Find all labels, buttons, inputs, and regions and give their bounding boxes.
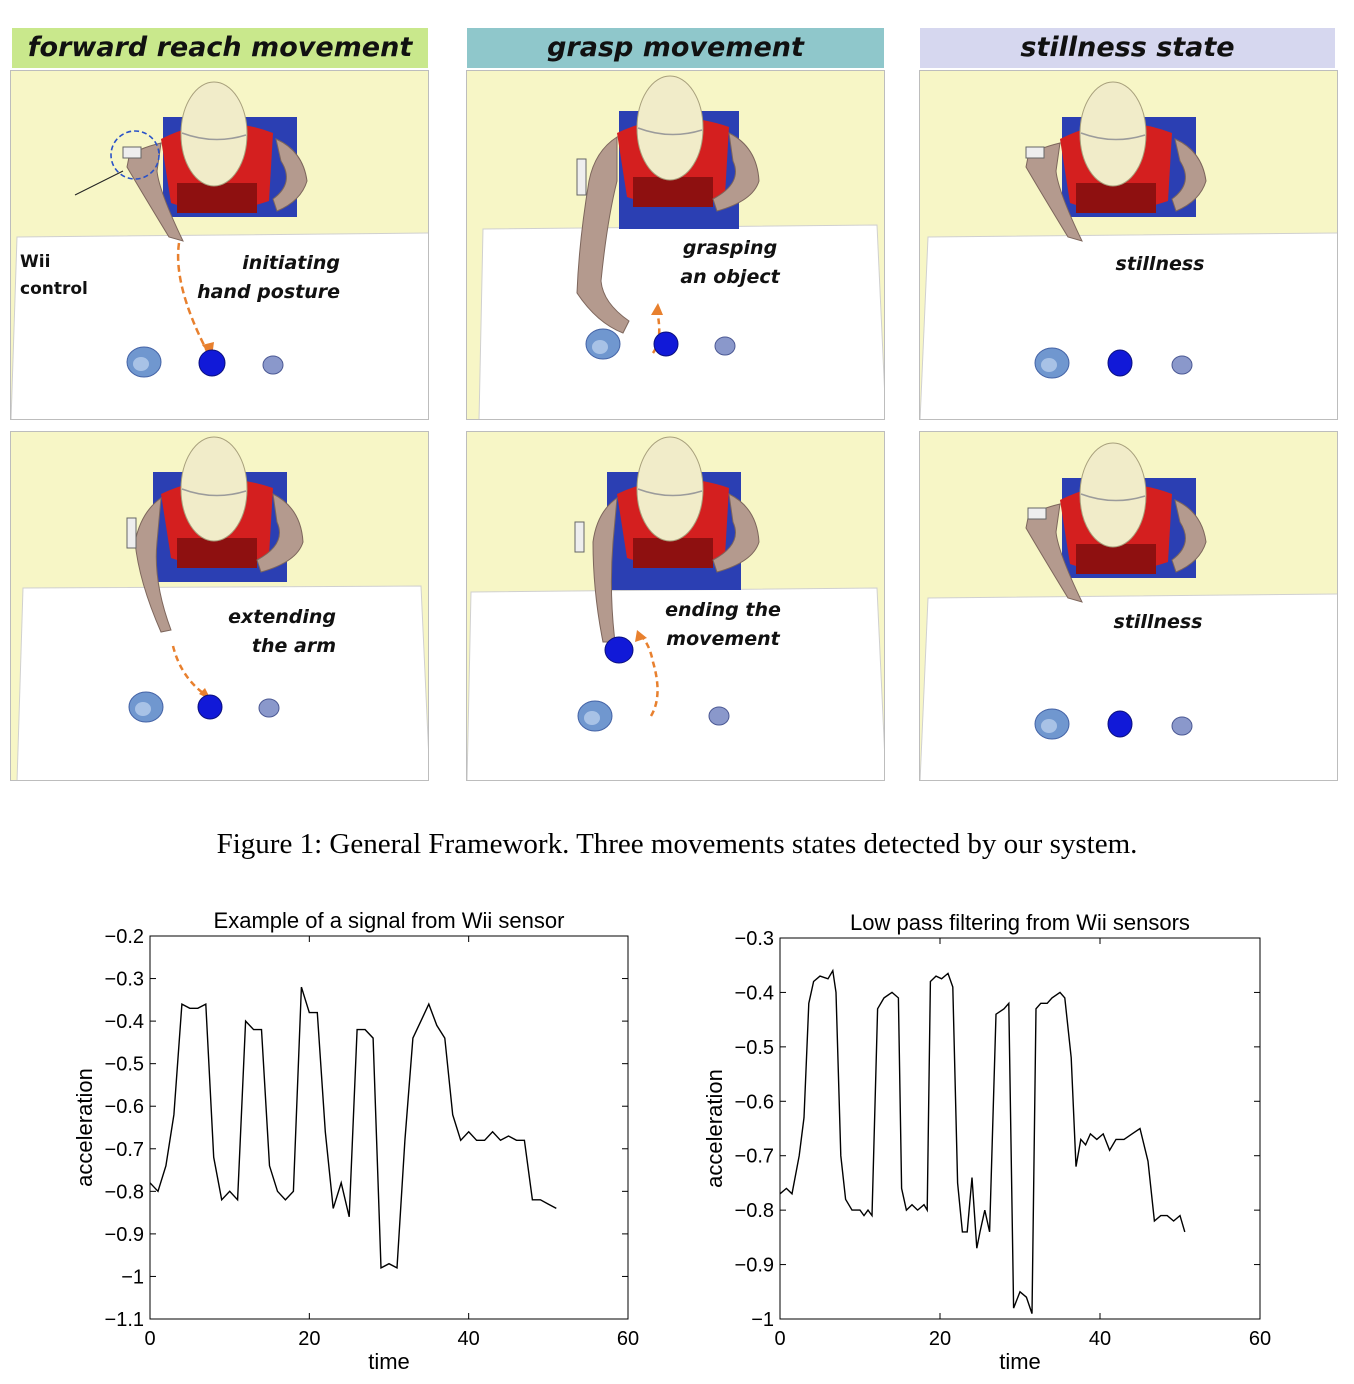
y-tick-label: −1 [121, 1266, 144, 1288]
chart-raw-signal: Example of a signal from Wii sensor −0.2 −… [60, 900, 660, 1380]
scene-illustration [467, 432, 884, 780]
y-tick-label: −0.6 [735, 1091, 774, 1113]
y-tick-label: −0.7 [735, 1146, 774, 1168]
y-tick-label: −0.6 [105, 1096, 144, 1118]
annotation-line: Wii [20, 252, 51, 272]
x-tick-label: 0 [774, 1328, 785, 1350]
column-header-forward-reach: forward reach movement [12, 28, 428, 68]
label-line: movement [666, 628, 780, 650]
panel-label: stillness [1080, 250, 1240, 279]
scene-illustration [920, 432, 1337, 780]
plot-frame [149, 935, 629, 1320]
plot-frame [779, 937, 1261, 1320]
annotation-line: control [20, 279, 88, 299]
x-tick-label: 20 [298, 1328, 320, 1350]
scene-illustration [467, 71, 884, 419]
label-line: initiating [242, 252, 340, 274]
panel-ending-the-movement: ending the movement [466, 431, 885, 781]
y-axis-label: acceleration [72, 1068, 97, 1187]
y-axis-label: acceleration [702, 1069, 727, 1188]
panel-grasping-an-object: grasping an object [466, 70, 885, 420]
series-line [779, 968, 1186, 1314]
chart-title: Example of a signal from Wii sensor [214, 908, 565, 933]
panel-stillness-bottom: stillness [919, 431, 1338, 781]
y-tick-label: −1 [751, 1309, 774, 1331]
x-tick-label: 40 [458, 1328, 480, 1350]
column-title: stillness state [1020, 32, 1235, 63]
x-tick-label: 20 [929, 1328, 951, 1350]
label-line: hand posture [197, 281, 340, 303]
y-tick-label: −0.8 [735, 1200, 774, 1222]
panel-stillness-top: stillness [919, 70, 1338, 420]
series-line [149, 986, 557, 1270]
chart-title: Low pass filtering from Wii sensors [850, 910, 1190, 935]
label-line: stillness [1113, 611, 1203, 633]
x-tick-label: 0 [144, 1328, 155, 1350]
scene-illustration [11, 432, 428, 780]
label-line: an object [680, 266, 780, 288]
y-tick-label: −0.7 [105, 1139, 144, 1161]
y-tick-label: −0.9 [105, 1224, 144, 1246]
column-header-stillness: stillness state [920, 28, 1335, 68]
x-tick-label: 60 [1249, 1328, 1271, 1350]
x-tick-label: 40 [1089, 1328, 1111, 1350]
chart-low-pass: Low pass filtering from Wii sensors −0.3 −… [690, 900, 1290, 1380]
panel-label: ending the movement [643, 596, 803, 654]
y-tick-label: −0.2 [105, 926, 144, 948]
column-title: forward reach movement [27, 32, 413, 63]
label-line: extending [228, 606, 336, 628]
x-axis-label: time [999, 1349, 1041, 1374]
chart-raw-signal-svg: Example of a signal from Wii sensor −0.2 −… [72, 908, 639, 1374]
y-tick-label: −0.5 [735, 1037, 774, 1059]
label-line: grasping [682, 237, 778, 259]
label-line: stillness [1115, 253, 1205, 275]
scene-illustration [920, 71, 1337, 419]
y-tick-label: −0.4 [105, 1011, 144, 1033]
column-header-grasp: grasp movement [467, 28, 884, 68]
y-tick-label: −0.3 [735, 928, 774, 950]
label-line: ending the [665, 599, 781, 621]
panel-extending-the-arm: extending the arm [10, 431, 429, 781]
scene-illustration [11, 71, 428, 419]
column-title: grasp movement [547, 32, 804, 63]
panel-initiating-hand-posture: Wii control initiating hand posture [10, 70, 429, 420]
y-tick-label: −0.4 [735, 982, 774, 1004]
panel-label: grasping an object [657, 234, 803, 292]
panel-label: extending the arm [228, 603, 336, 661]
panel-label: initiating hand posture [197, 249, 340, 307]
panel-label: stillness [1078, 608, 1238, 637]
wii-control-annotation: Wii control [20, 249, 88, 303]
y-tick-label: −0.8 [105, 1181, 144, 1203]
x-axis-label: time [368, 1349, 410, 1374]
y-tick-label: −0.3 [105, 969, 144, 991]
y-tick-label: −1.1 [105, 1309, 144, 1331]
label-line: the arm [251, 635, 336, 657]
x-tick-label: 60 [617, 1328, 639, 1350]
y-tick-label: −0.5 [105, 1054, 144, 1076]
y-tick-label: −0.9 [735, 1255, 774, 1277]
figure-caption: Figure 1: General Framework. Three movem… [216, 828, 1138, 860]
chart-low-pass-svg: Low pass filtering from Wii sensors −0.3 −… [702, 910, 1271, 1374]
